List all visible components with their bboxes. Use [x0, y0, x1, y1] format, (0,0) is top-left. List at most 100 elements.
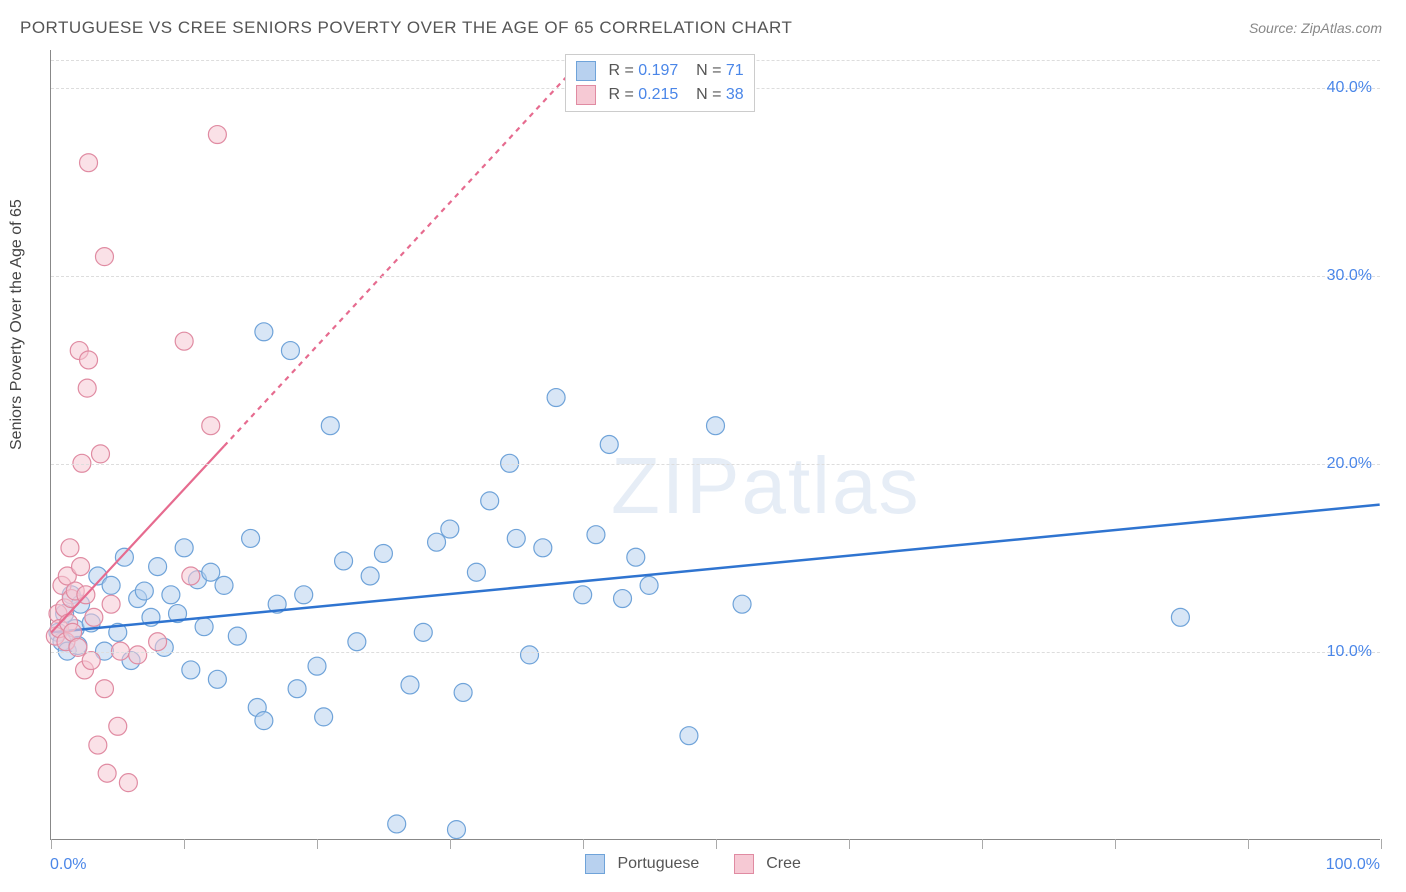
- x-tick: [450, 839, 451, 849]
- scatter-point-portuguese: [627, 548, 645, 566]
- r-value-cree: 0.215: [638, 86, 678, 103]
- scatter-point-portuguese: [242, 529, 260, 547]
- title-bar: PORTUGUESE VS CREE SENIORS POVERTY OVER …: [20, 18, 1386, 42]
- scatter-point-cree: [102, 595, 120, 613]
- scatter-point-cree: [92, 445, 110, 463]
- scatter-point-portuguese: [481, 492, 499, 510]
- scatter-point-portuguese: [707, 417, 725, 435]
- scatter-point-portuguese: [1171, 608, 1189, 626]
- scatter-point-portuguese: [321, 417, 339, 435]
- scatter-point-cree: [129, 646, 147, 664]
- scatter-point-cree: [175, 332, 193, 350]
- scatter-point-cree: [78, 379, 96, 397]
- scatter-point-portuguese: [414, 623, 432, 641]
- scatter-point-portuguese: [361, 567, 379, 585]
- x-tick: [184, 839, 185, 849]
- scatter-point-portuguese: [441, 520, 459, 538]
- scatter-point-portuguese: [255, 323, 273, 341]
- y-tick-label: 20.0%: [1327, 455, 1372, 473]
- x-tick: [1115, 839, 1116, 849]
- legend-item-cree: Cree: [734, 854, 801, 874]
- scatter-svg: [51, 50, 1380, 839]
- scatter-point-portuguese: [600, 436, 618, 454]
- scatter-point-portuguese: [182, 661, 200, 679]
- gridline: [51, 464, 1380, 465]
- scatter-point-portuguese: [587, 526, 605, 544]
- scatter-point-portuguese: [574, 586, 592, 604]
- scatter-point-cree: [202, 417, 220, 435]
- scatter-point-portuguese: [135, 582, 153, 600]
- scatter-point-portuguese: [521, 646, 539, 664]
- chart-title: PORTUGUESE VS CREE SENIORS POVERTY OVER …: [20, 18, 792, 37]
- scatter-point-cree: [98, 764, 116, 782]
- legend-item-portuguese: Portuguese: [585, 854, 699, 874]
- scatter-point-portuguese: [162, 586, 180, 604]
- r-value-portuguese: 0.197: [638, 62, 678, 79]
- scatter-point-portuguese: [733, 595, 751, 613]
- scatter-point-cree: [182, 567, 200, 585]
- scatter-point-cree: [72, 558, 90, 576]
- scatter-point-portuguese: [374, 544, 392, 562]
- stats-row-cree: R = 0.215 N = 38: [576, 83, 744, 107]
- bottom-legend: Portuguese Cree: [585, 854, 831, 874]
- scatter-point-cree: [149, 633, 167, 651]
- x-tick: [1381, 839, 1382, 849]
- swatch-cree-legend: [734, 854, 754, 874]
- scatter-point-cree: [95, 680, 113, 698]
- gridline: [51, 652, 1380, 653]
- plot-area: ZIPatlas 10.0%20.0%30.0%40.0%: [50, 50, 1380, 840]
- scatter-point-cree: [80, 154, 98, 172]
- scatter-point-portuguese: [454, 683, 472, 701]
- scatter-point-portuguese: [115, 548, 133, 566]
- scatter-point-portuguese: [547, 389, 565, 407]
- scatter-point-portuguese: [195, 618, 213, 636]
- y-tick-label: 10.0%: [1327, 643, 1372, 661]
- x-tick: [1248, 839, 1249, 849]
- scatter-point-portuguese: [467, 563, 485, 581]
- r-label: R =: [608, 86, 633, 103]
- scatter-point-portuguese: [335, 552, 353, 570]
- scatter-point-cree: [82, 652, 100, 670]
- scatter-point-cree: [89, 736, 107, 754]
- scatter-point-portuguese: [614, 590, 632, 608]
- scatter-point-portuguese: [315, 708, 333, 726]
- scatter-point-portuguese: [255, 712, 273, 730]
- swatch-portuguese: [576, 61, 596, 81]
- x-tick: [849, 839, 850, 849]
- y-tick-label: 40.0%: [1327, 79, 1372, 97]
- legend-label-cree: Cree: [766, 855, 801, 872]
- scatter-point-cree: [208, 126, 226, 144]
- scatter-point-portuguese: [149, 558, 167, 576]
- x-tick-label: 100.0%: [1326, 856, 1380, 874]
- scatter-point-portuguese: [295, 586, 313, 604]
- scatter-point-portuguese: [388, 815, 406, 833]
- scatter-point-portuguese: [208, 670, 226, 688]
- scatter-point-portuguese: [447, 821, 465, 839]
- y-tick-label: 30.0%: [1327, 267, 1372, 285]
- scatter-point-portuguese: [507, 529, 525, 547]
- x-tick: [982, 839, 983, 849]
- x-tick: [716, 839, 717, 849]
- stats-row-portuguese: R = 0.197 N = 71: [576, 59, 744, 83]
- scatter-point-portuguese: [202, 563, 220, 581]
- scatter-point-portuguese: [215, 576, 233, 594]
- scatter-point-portuguese: [288, 680, 306, 698]
- trendline-cree-extrap: [224, 59, 583, 446]
- scatter-point-cree: [95, 248, 113, 266]
- scatter-point-portuguese: [401, 676, 419, 694]
- scatter-point-portuguese: [228, 627, 246, 645]
- scatter-point-cree: [69, 638, 87, 656]
- n-label: N =: [696, 86, 721, 103]
- source-label: Source: ZipAtlas.com: [1249, 20, 1382, 36]
- scatter-point-cree: [109, 717, 127, 735]
- gridline: [51, 276, 1380, 277]
- swatch-portuguese-legend: [585, 854, 605, 874]
- scatter-point-portuguese: [102, 576, 120, 594]
- scatter-point-portuguese: [281, 342, 299, 360]
- scatter-point-portuguese: [640, 576, 658, 594]
- scatter-point-portuguese: [308, 657, 326, 675]
- n-label: N =: [696, 62, 721, 79]
- x-tick: [583, 839, 584, 849]
- legend-label-portuguese: Portuguese: [617, 855, 699, 872]
- n-value-portuguese: 71: [726, 62, 744, 79]
